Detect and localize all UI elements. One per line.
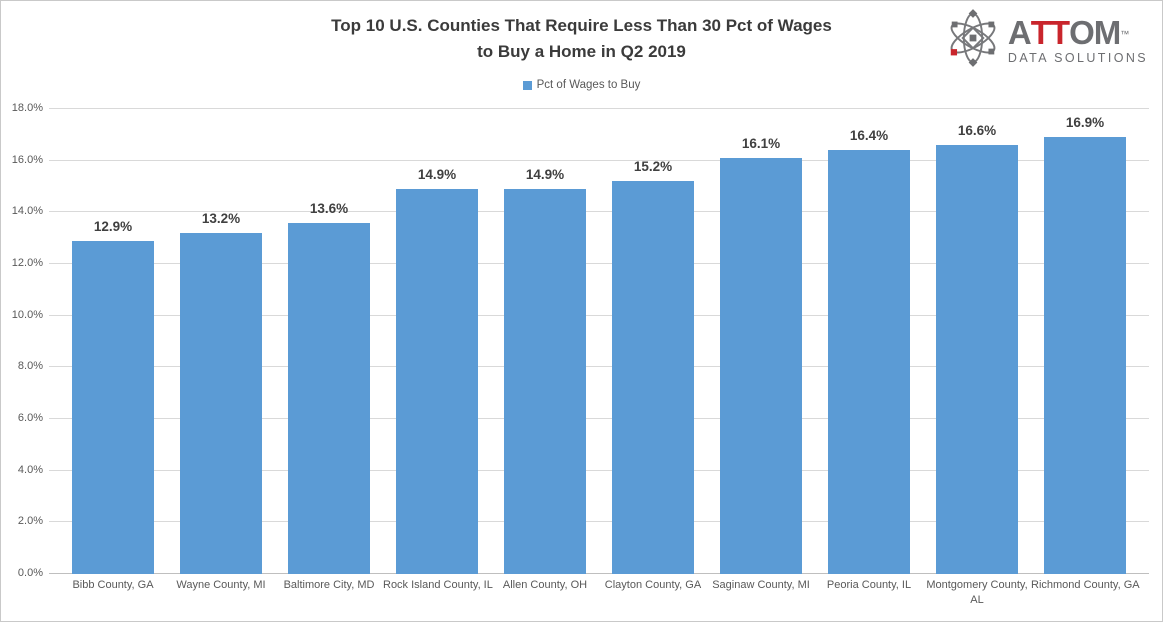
chart-title: Top 10 U.S. Counties That Require Less T… (1, 13, 1162, 65)
y-axis-tick-label: 6.0% (17, 412, 43, 424)
x-axis-category-line: Peoria County, IL (826, 579, 912, 591)
x-axis-category-line: Rock Island County, IL (383, 579, 493, 591)
y-axis-tick-label: 8.0% (17, 360, 43, 373)
x-axis-category-label: Bibb County, GA (59, 578, 167, 608)
y-axis-tick-label: 0.0% (17, 567, 43, 579)
x-axis-category-line: Richmond County, GA (1031, 579, 1140, 591)
bar (720, 158, 802, 574)
gridline (49, 159, 1149, 161)
y-axis-tick-label: 4.0% (17, 463, 43, 476)
y-axis-tick-label: 12.0% (11, 257, 43, 269)
x-axis-category-line: Baltimore City, MD (283, 579, 375, 591)
bar-value-label: 15.2% (633, 159, 673, 175)
bar (72, 240, 154, 574)
x-axis-category-label: Richmond County, GA (1031, 578, 1140, 608)
bar-value-label: 14.9% (525, 167, 565, 183)
bar-slot: 13.2% (167, 109, 275, 574)
y-axis-tick-label: 10.0% (11, 308, 43, 321)
x-axis-category-line: Saginaw County, MI (712, 579, 810, 591)
x-axis-category-label: Wayne County, MI (167, 578, 275, 608)
y-axis-tick-label: 18.0% (11, 102, 43, 114)
bars-row: 12.9% 13.2% 13.6% 14.9% 14.9% 15.2% 16.1% 16.4%… (59, 109, 1139, 574)
bar (288, 222, 370, 574)
y-axis: 0.0% 2.0% 4.0% 6.0% 8.0% 10.0% 12.0% 14.0% 16.0%… (1, 102, 43, 579)
bar-slot: 16.6% (923, 109, 1031, 574)
x-axis-category-label: Clayton County, GA (599, 578, 707, 608)
gridline (49, 573, 1149, 574)
bar-slot: 15.2% (599, 109, 707, 574)
bar-value-label: 16.4% (849, 128, 889, 144)
x-axis-category-line: Bibb County, GA (72, 579, 154, 591)
x-axis-category-line: Wayne County, MI (176, 579, 266, 591)
bar-slot: 14.9% (491, 109, 599, 574)
bar-value-label: 16.1% (741, 136, 781, 152)
bar-value-label: 14.9% (417, 167, 457, 183)
x-axis-category-line: Clayton County, GA (604, 579, 702, 591)
bar-value-label: 13.6% (309, 200, 349, 216)
gridline (49, 418, 1149, 419)
bar (1044, 137, 1126, 574)
bar (612, 181, 694, 574)
atom-icon (944, 9, 1002, 72)
trademark-symbol: ™ (1120, 28, 1130, 39)
bar-slot: 16.4% (815, 109, 923, 574)
legend: Pct of Wages to Buy (1, 79, 1162, 91)
bar-slot: 16.9% (1031, 109, 1139, 574)
chart-title-line-2: to Buy a Home in Q2 2019 (477, 42, 686, 61)
legend-swatch (522, 80, 532, 90)
bar (396, 189, 478, 574)
bar-value-label: 12.9% (93, 218, 133, 234)
gridline (49, 263, 1149, 264)
x-axis-category-label: Saginaw County, MI (707, 578, 815, 608)
brand-part-a: A (1007, 13, 1032, 51)
y-axis-tick-label: 16.0% (11, 153, 43, 166)
bar (936, 145, 1018, 574)
chart-title-line-1: Top 10 U.S. Counties That Require Less T… (331, 16, 832, 35)
bar-slot: 12.9% (59, 109, 167, 574)
bar-value-label: 16.9% (1065, 115, 1105, 131)
brand-wordmark: A TT OM ™ (1007, 13, 1148, 51)
y-axis-tick-label: 14.0% (11, 205, 43, 218)
gridline (49, 366, 1149, 368)
plot-area (49, 108, 1149, 574)
bar-slot: 16.1% (707, 109, 815, 574)
legend-label: Pct of Wages to Buy (536, 79, 641, 91)
bar (504, 189, 586, 574)
y-axis-tick-label: 2.0% (17, 515, 43, 528)
bar-value-label: 16.6% (957, 123, 997, 139)
x-axis-category-label: Baltimore City, MD (275, 578, 383, 608)
x-axis-category-line: Allen County, OH (502, 579, 588, 591)
x-axis: Bibb County, GA Wayne County, MI Baltimore… (59, 578, 1139, 608)
bar-slot: 13.6% (275, 109, 383, 574)
x-axis-category-label: Rock Island County, IL (383, 578, 493, 608)
brand-part-om: OM (1069, 13, 1121, 51)
gridline (49, 211, 1149, 213)
x-axis-category-label: Allen County, OH (491, 578, 599, 608)
gridline (49, 469, 1149, 471)
bar-slot: 14.9% (383, 109, 491, 574)
gridline (49, 521, 1149, 523)
x-axis-category-line: AL (970, 594, 984, 606)
bar (828, 150, 910, 574)
x-axis-category-label: Montgomery County, AL (923, 578, 1031, 608)
gridline (49, 108, 1149, 109)
attom-logo: A TT OM ™ DATA SOLUTIONS (944, 9, 1148, 72)
x-axis-category-label: Peoria County, IL (815, 578, 923, 608)
x-axis-category-line: Montgomery County, (926, 579, 1028, 591)
bar (180, 233, 262, 574)
gridline (49, 314, 1149, 316)
brand-part-tt: TT (1030, 13, 1070, 51)
bar-value-label: 13.2% (201, 211, 241, 226)
brand-subtitle: DATA SOLUTIONS (1007, 50, 1148, 65)
